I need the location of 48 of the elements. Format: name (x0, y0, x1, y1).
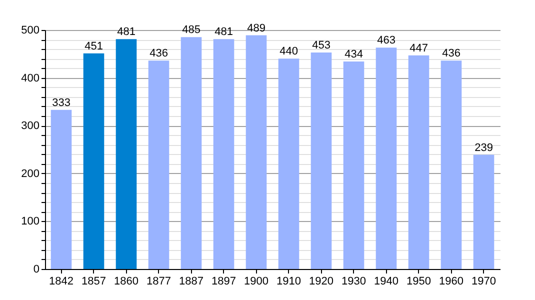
bar (246, 35, 267, 269)
bar (50, 110, 72, 269)
x-tick-label: 1930 (342, 276, 366, 288)
data-label: 440 (280, 46, 298, 58)
y-tick-label: 100 (21, 216, 40, 228)
x-tick-label: 1950 (406, 276, 431, 288)
bar (473, 154, 494, 269)
data-label: 436 (442, 48, 460, 60)
x-tick-label: 1940 (374, 276, 398, 288)
x-tick-label: 1920 (309, 276, 334, 288)
x-tick-label: 1960 (439, 276, 464, 288)
data-label: 481 (214, 26, 233, 38)
data-label: 451 (84, 40, 103, 52)
data-label: 463 (377, 34, 396, 47)
y-tick-label: 500 (21, 24, 40, 36)
y-tick-label: 300 (21, 120, 40, 132)
data-label: 489 (247, 22, 266, 34)
x-tick-label: 1887 (179, 276, 204, 288)
y-tick-label: 400 (21, 72, 40, 84)
x-tick-label: 1900 (244, 276, 268, 288)
x-tick-label: 1857 (82, 276, 106, 288)
bar (376, 48, 397, 269)
bar (116, 39, 137, 269)
data-label: 447 (410, 42, 428, 54)
data-label: 453 (312, 39, 330, 52)
data-label: 485 (182, 24, 200, 36)
x-tick-label: 1897 (212, 276, 236, 288)
bar (408, 55, 430, 269)
x-tick-label: 1842 (49, 276, 74, 288)
data-label: 436 (150, 48, 168, 60)
x-tick-label: 1860 (114, 276, 138, 288)
bar (343, 62, 364, 269)
bar (83, 53, 104, 269)
bar (278, 58, 300, 269)
x-tick-label: 1910 (276, 276, 301, 288)
y-tick-label: 200 (21, 168, 40, 180)
x-tick-label: 1877 (146, 276, 171, 288)
y-tick-label: 0 (33, 264, 40, 276)
data-label: 434 (344, 48, 363, 61)
bar (180, 37, 202, 269)
bar (148, 60, 170, 269)
x-tick-label: 1970 (472, 276, 496, 288)
data-label: 481 (117, 26, 136, 38)
bar (440, 60, 462, 269)
bar (213, 39, 234, 269)
data-label: 333 (52, 96, 70, 109)
bar (310, 52, 332, 269)
data-label: 239 (474, 142, 493, 154)
